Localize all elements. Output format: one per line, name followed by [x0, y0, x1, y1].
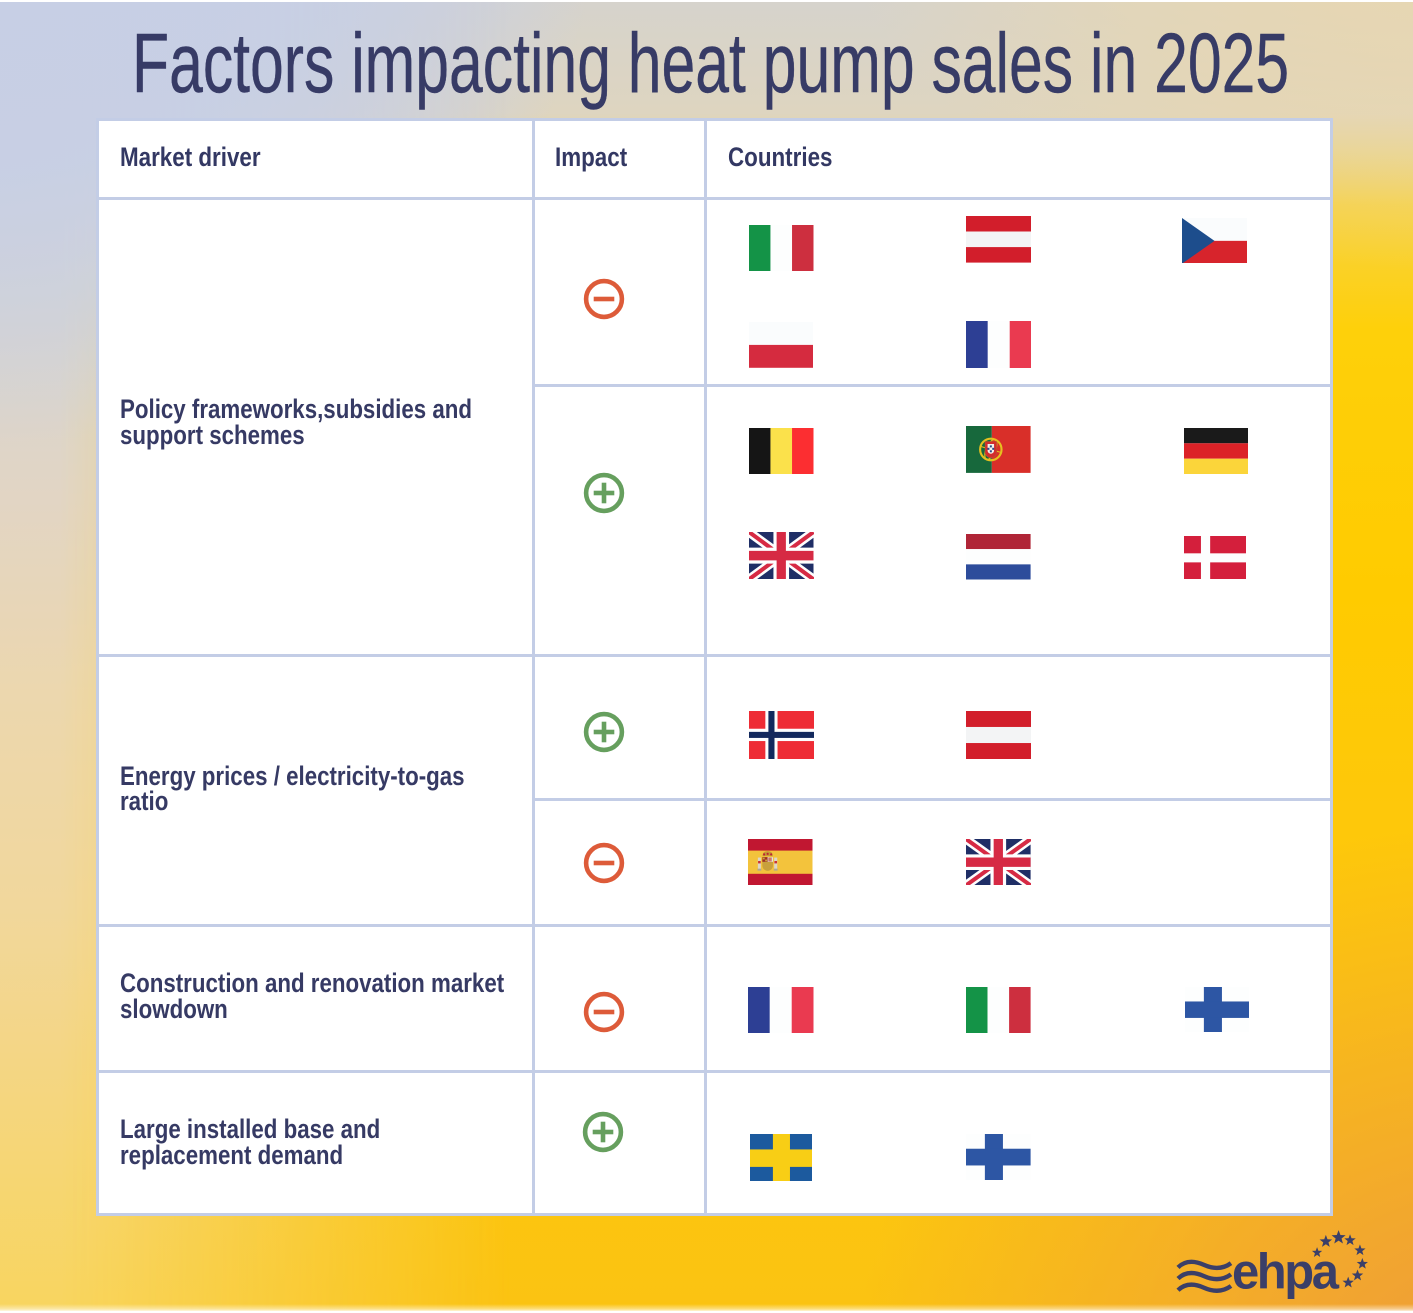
svg-text:ehpa: ehpa — [1232, 1244, 1340, 1300]
